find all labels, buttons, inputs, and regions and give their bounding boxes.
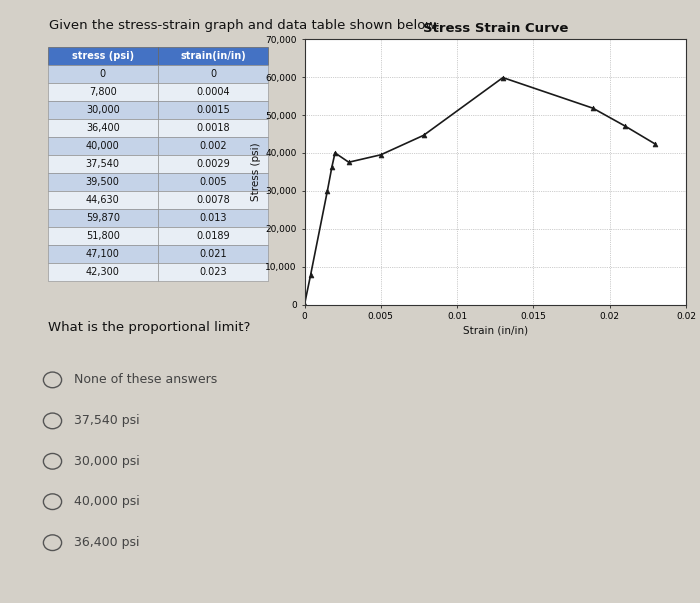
Title: Stress Strain Curve: Stress Strain Curve (423, 22, 568, 35)
Y-axis label: Stress (psi): Stress (psi) (251, 142, 261, 201)
Text: Given the stress-strain graph and data table shown below:: Given the stress-strain graph and data t… (49, 19, 440, 33)
Text: None of these answers: None of these answers (74, 373, 217, 387)
Text: What is the proportional limit?: What is the proportional limit? (48, 321, 250, 334)
Text: 37,540 psi: 37,540 psi (74, 414, 139, 428)
Text: 40,000 psi: 40,000 psi (74, 495, 139, 508)
Text: 30,000 psi: 30,000 psi (74, 455, 139, 468)
X-axis label: Strain (in/in): Strain (in/in) (463, 326, 528, 335)
Text: 36,400 psi: 36,400 psi (74, 536, 139, 549)
